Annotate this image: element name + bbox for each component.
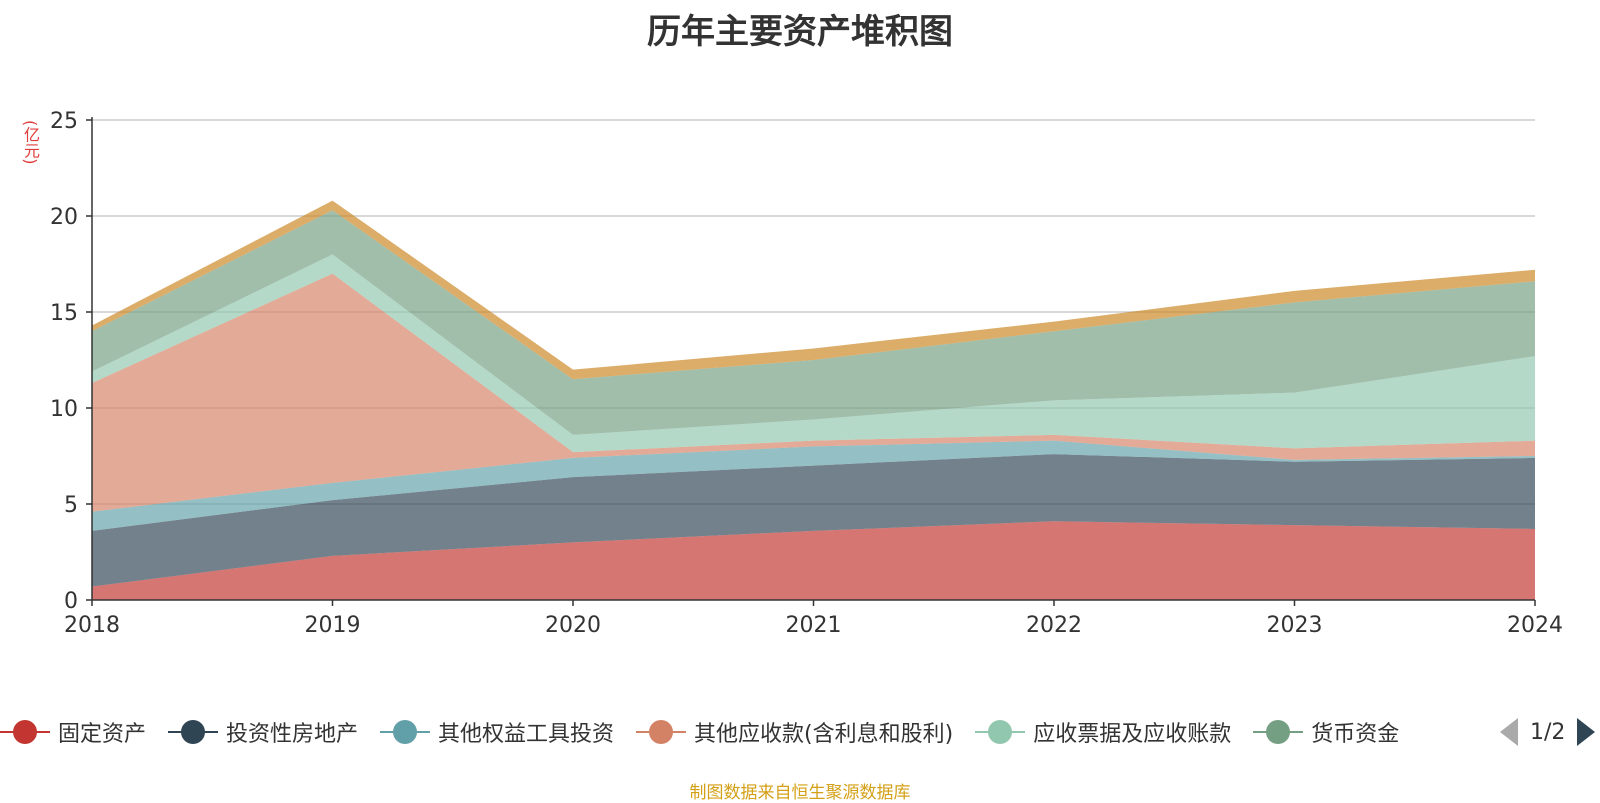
x-tick-label: 2021	[786, 613, 842, 638]
legend-item[interactable]: 投资性房地产	[168, 712, 358, 752]
legend-item[interactable]: 固定资产	[0, 712, 146, 752]
legend-next-page-icon[interactable]	[1577, 718, 1596, 746]
y-axis-unit-label: (亿元)	[21, 120, 40, 165]
legend-label: 投资性房地产	[226, 722, 359, 747]
legend-symbol-icon	[636, 720, 687, 744]
legend-item[interactable]: 货币资金	[1253, 712, 1399, 752]
legend-label: 货币资金	[1311, 722, 1400, 747]
data-source-note: 制图数据来自恒生聚源数据库	[689, 783, 911, 803]
x-tick-label: 2024	[1507, 613, 1563, 638]
area-series-5	[92, 210, 1535, 435]
x-tick-label: 2019	[305, 613, 361, 638]
y-tick-label: 25	[50, 109, 78, 134]
legend-items: 固定资产 投资性房地产 其他权益工具投资 其他应收款(含利息和股利) 应收票据及应收账款…	[0, 712, 1480, 752]
y-tick-label: 10	[50, 397, 78, 422]
y-tick-label: 20	[50, 205, 78, 230]
legend-dot	[1266, 720, 1291, 744]
legend-dot	[13, 720, 37, 744]
chart-legend: 固定资产 投资性房地产 其他权益工具投资 其他应收款(含利息和股利) 应收票据及应收账款…	[0, 712, 1600, 752]
legend-item[interactable]: 应收票据及应收账款	[975, 712, 1231, 752]
area-series-3	[92, 273, 1535, 512]
legend-symbol-icon	[380, 720, 431, 744]
x-tick-label: 2018	[64, 613, 120, 638]
area-series-4	[92, 254, 1535, 453]
legend-dot	[988, 720, 1013, 744]
area-series-2	[92, 440, 1535, 531]
stacked-area-chart: 0 5 10 15 20 25 2018 2019 2020 2021 2022 2023 2024	[50, 109, 1563, 638]
x-tick-label: 2023	[1267, 613, 1323, 638]
legend-page-indicator: 1/2	[1530, 719, 1566, 745]
x-tick-label: 2022	[1026, 613, 1082, 638]
legend-dot	[393, 720, 418, 744]
chart-title: 历年主要资产堆积图	[647, 12, 953, 52]
y-tick-label: 5	[64, 493, 78, 518]
legend-symbol-icon	[168, 720, 219, 744]
y-tick-label: 0	[64, 589, 78, 614]
area-series-0	[92, 521, 1535, 600]
legend-label: 应收票据及应收账款	[1033, 722, 1232, 747]
legend-symbol-icon	[0, 720, 50, 744]
legend-item[interactable]: 其他应收款(含利息和股利)	[636, 712, 953, 752]
legend-pager: 1/2	[1500, 712, 1600, 752]
legend-dot	[649, 720, 674, 744]
legend-item[interactable]: 其他权益工具投资	[380, 712, 614, 752]
y-tick-label: 15	[50, 301, 78, 326]
x-tick-label: 2020	[545, 613, 601, 638]
legend-symbol-icon	[1253, 720, 1304, 744]
legend-dot	[181, 720, 206, 744]
legend-label: 固定资产	[58, 722, 147, 747]
legend-prev-page-icon[interactable]	[1500, 718, 1518, 746]
legend-label: 其他权益工具投资	[438, 722, 615, 747]
area-series-1	[92, 454, 1535, 587]
legend-symbol-icon	[975, 720, 1026, 744]
legend-label: 其他应收款(含利息和股利)	[694, 722, 954, 747]
